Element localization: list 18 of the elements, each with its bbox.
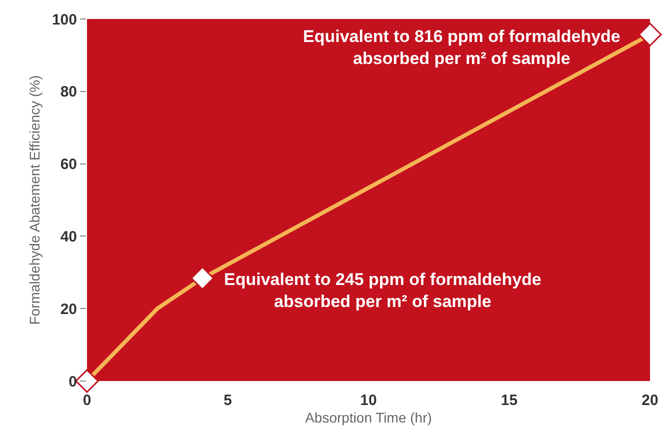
x-tick-label: 5 — [224, 392, 232, 409]
x-tick-label: 15 — [500, 392, 518, 409]
y-tick-label: 40 — [60, 228, 77, 246]
y-tick-label: 100 — [52, 11, 77, 28]
y-axis-title: Formaldehyde Abatement Efficiency (%) — [26, 75, 43, 325]
x-tick-label: 20 — [642, 392, 658, 409]
x-tick-label: 0 — [82, 392, 92, 409]
y-tick-label: 0 — [68, 373, 77, 390]
annotation: Equivalent to 816 ppm of formaldehyde absorbed per m² of sample — [303, 27, 620, 68]
x-tick-label: 10 — [360, 392, 377, 409]
y-tick-label: 80 — [60, 84, 77, 101]
x-axis-title: Absorption Time (hr) — [305, 409, 432, 426]
point — [75, 369, 99, 393]
annotation: Equivalent to 245 ppm of formaldehyde absorbed per m² of sample — [224, 270, 542, 312]
point — [190, 266, 214, 290]
point — [638, 22, 662, 46]
y-tick-label: 60 — [60, 156, 77, 174]
y-tick-label: 20 — [60, 300, 77, 318]
